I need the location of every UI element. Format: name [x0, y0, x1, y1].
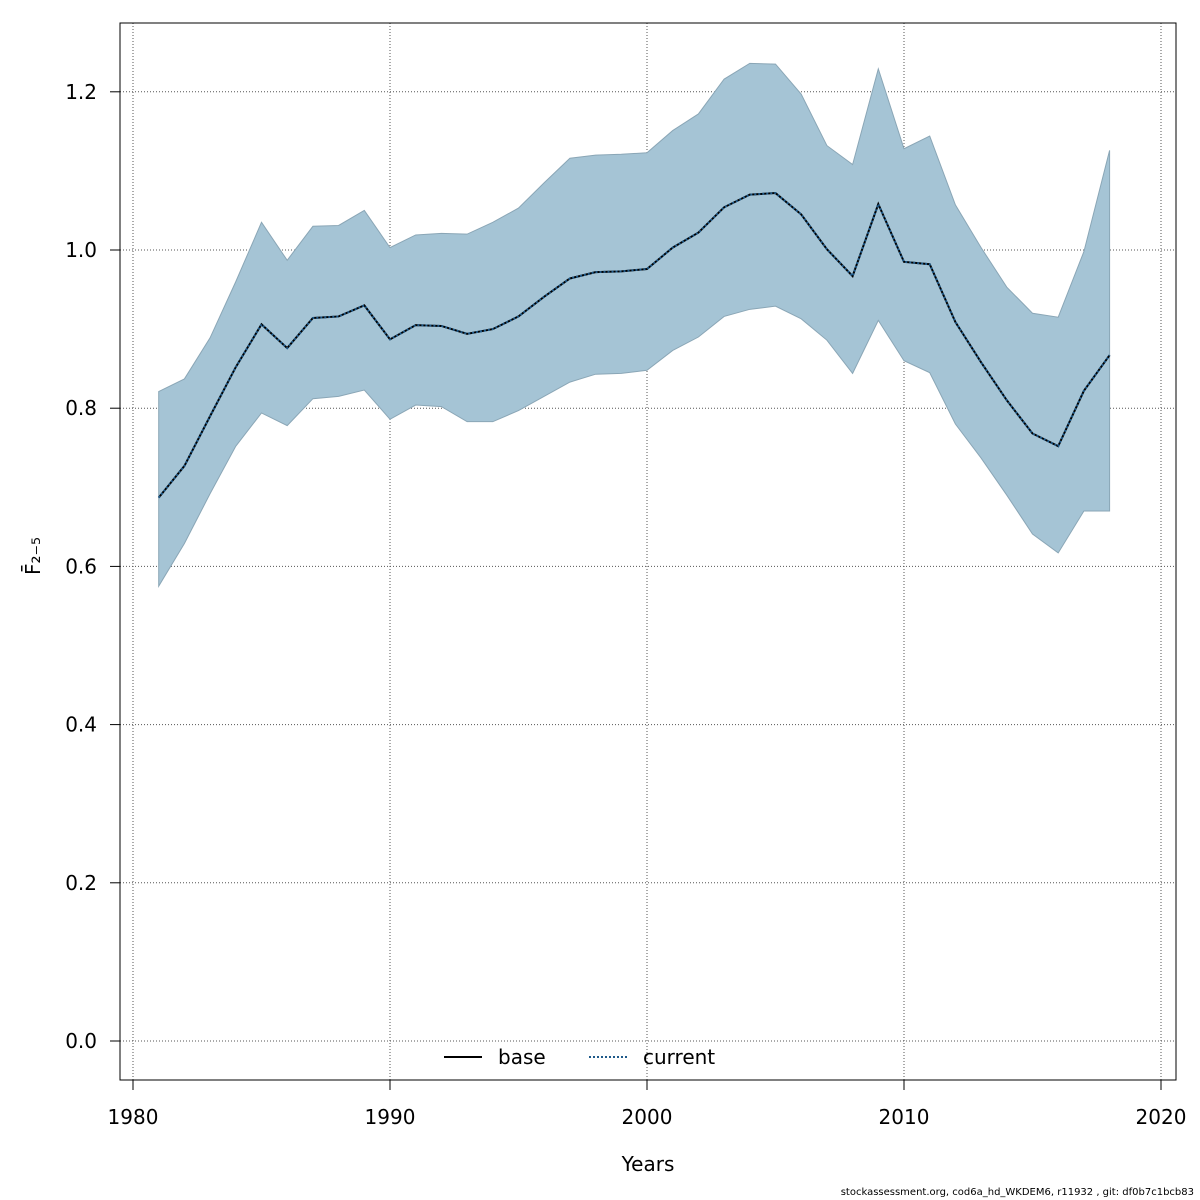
legend-label-base: base [498, 1045, 546, 1069]
y-tick-label: 1.0 [65, 238, 97, 262]
series-line-current [157, 192, 1111, 499]
y-tick-label: 0.4 [65, 713, 97, 737]
x-tick-label: 2000 [622, 1105, 673, 1129]
x-tick-label: 2010 [879, 1105, 930, 1129]
x-axis-title: Years [621, 1152, 675, 1176]
x-tick-label: 2020 [1136, 1105, 1187, 1129]
y-tick-label: 0.2 [65, 871, 97, 895]
y-axis: 0.0 0.2 0.4 0.6 0.8 1.0 1.2 [65, 80, 121, 1053]
x-axis: 1980 1990 2000 2010 2020 [108, 1079, 1187, 1129]
footer-note: stockassessment.org, cod6a_hd_WKDEM6, r1… [840, 1187, 1194, 1198]
y-tick-label: 1.2 [65, 80, 97, 104]
x-tick-label: 1980 [108, 1105, 159, 1129]
y-axis-title: F̄₂₋₅ [20, 537, 45, 575]
legend: base current [444, 1045, 715, 1069]
x-tick-label: 1990 [365, 1105, 416, 1129]
y-tick-label: 0.8 [65, 396, 97, 420]
series-lines [157, 192, 1111, 499]
legend-label-current: current [643, 1045, 715, 1069]
y-tick-label: 0.0 [65, 1029, 97, 1053]
y-tick-label: 0.6 [65, 554, 97, 578]
confidence-band [158, 62, 1111, 588]
